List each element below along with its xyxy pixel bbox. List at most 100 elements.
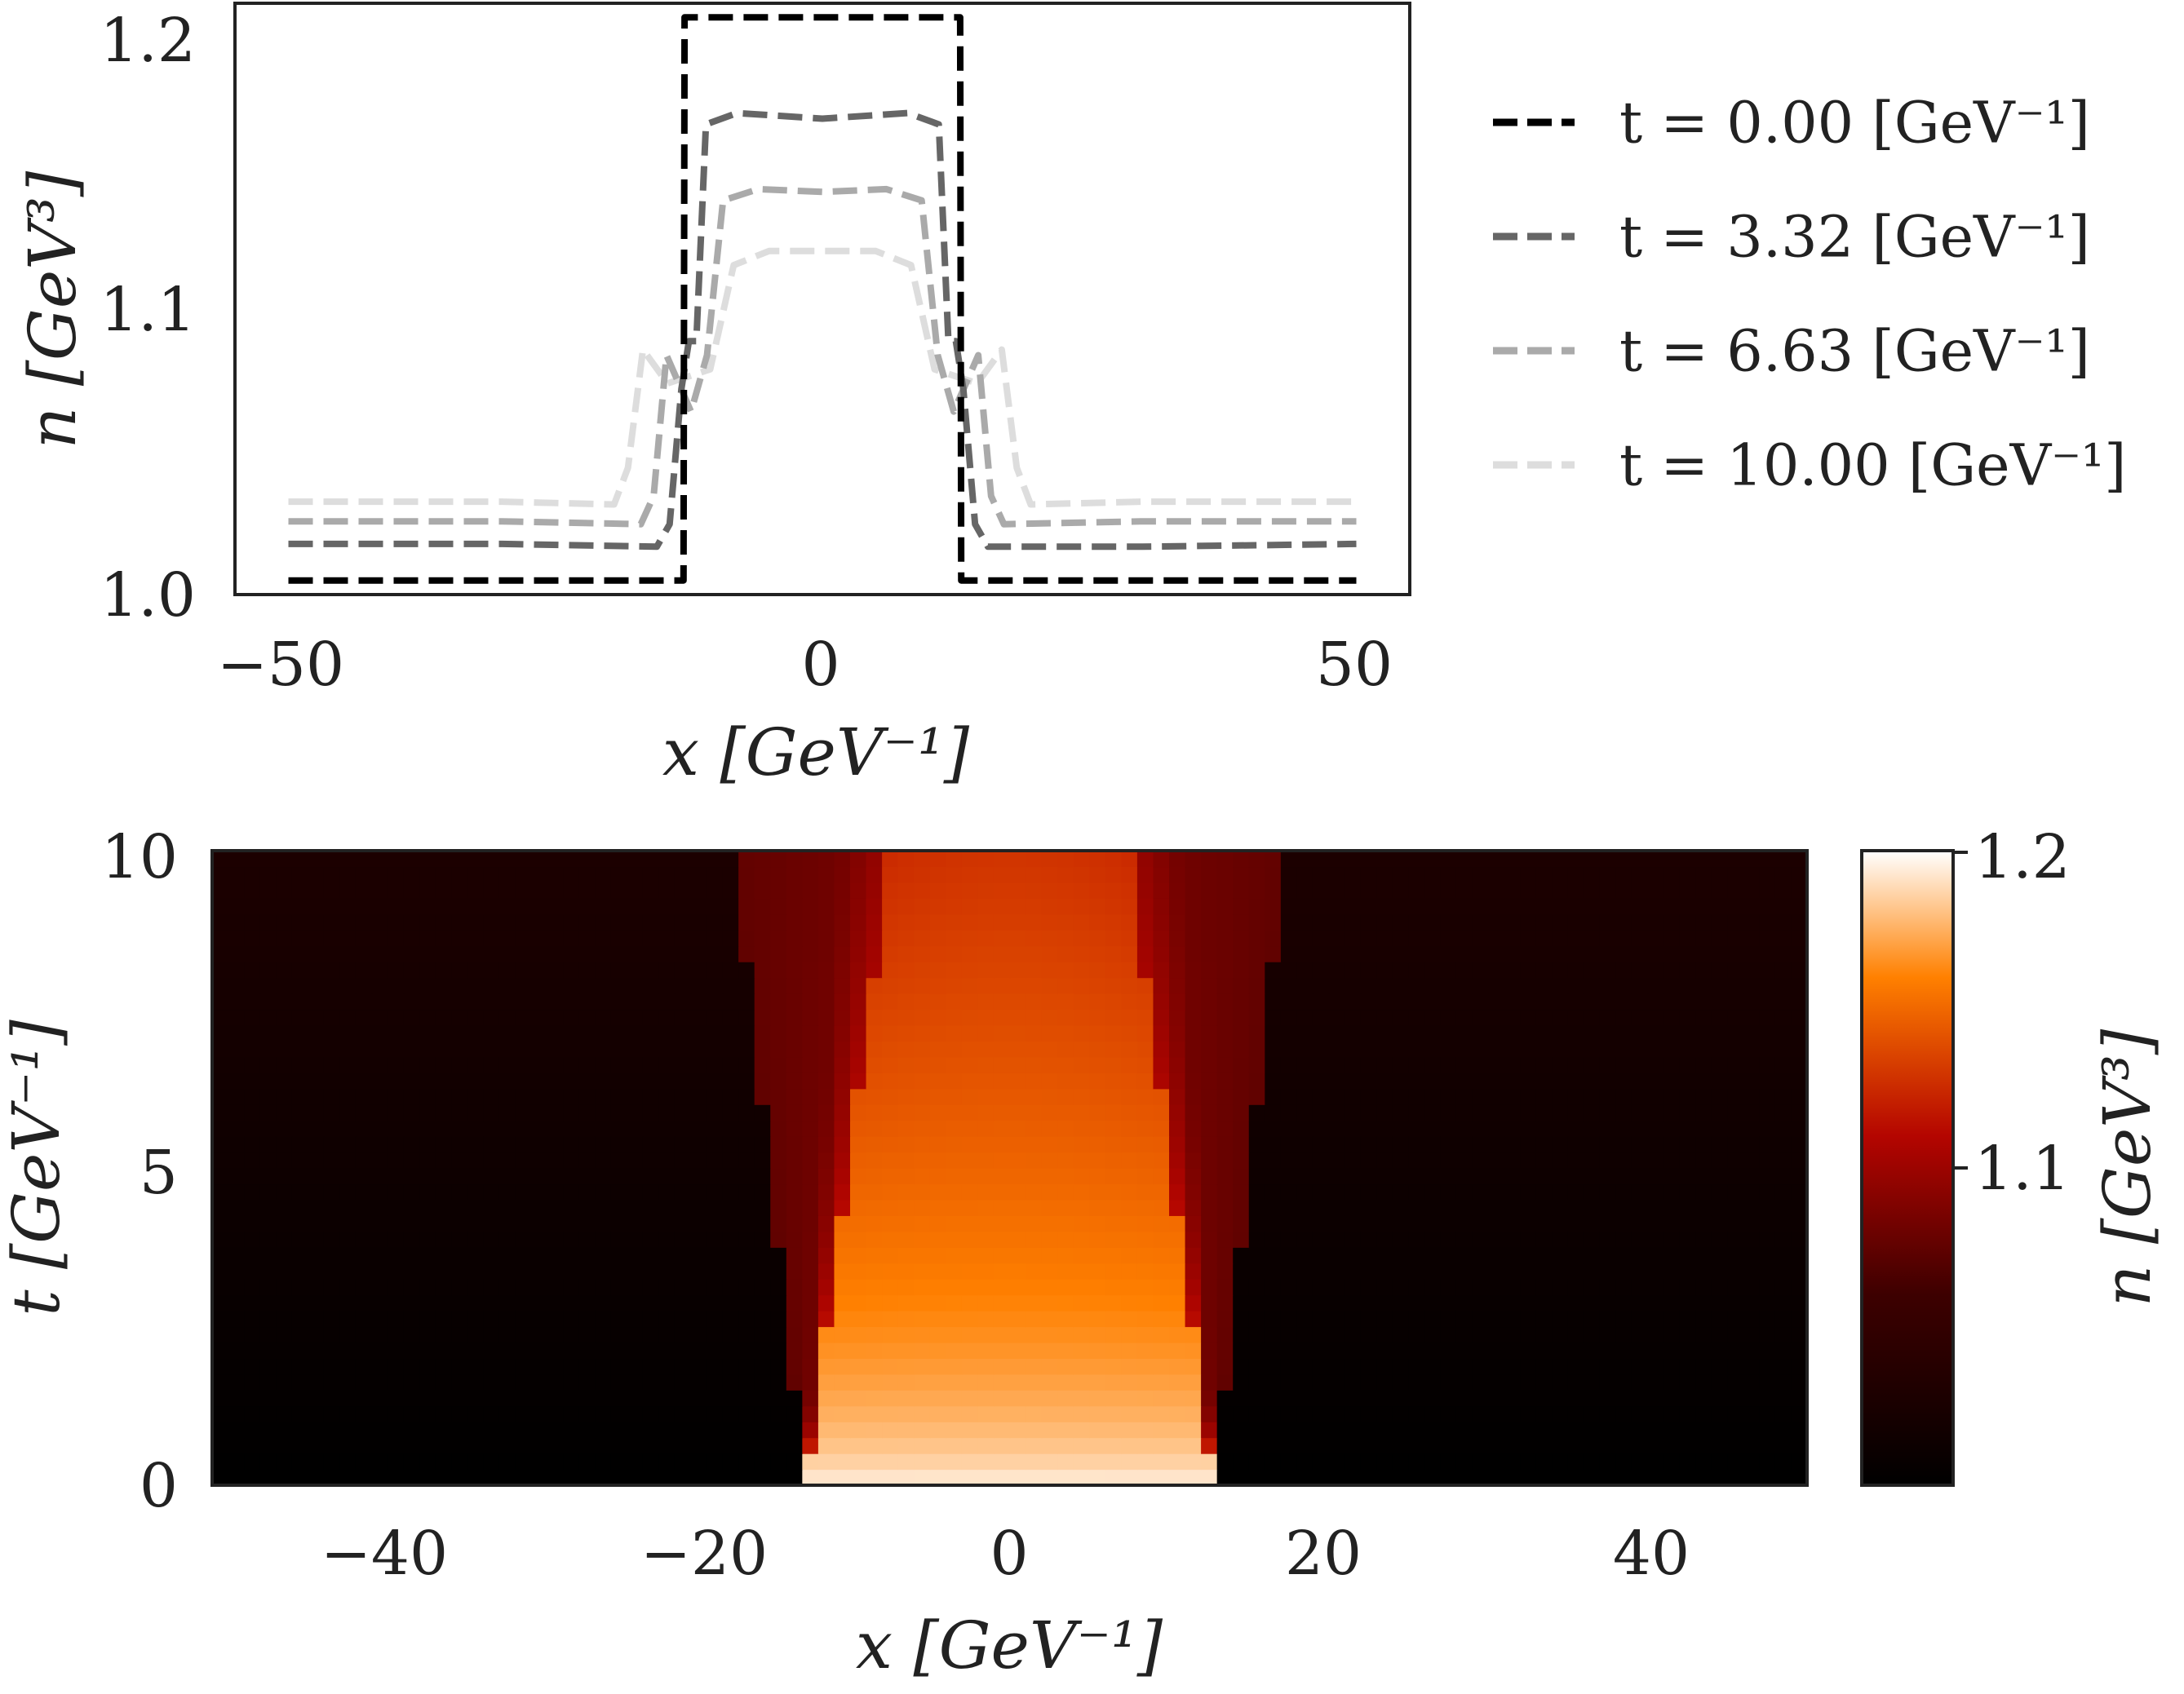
heatmap-cell xyxy=(977,1342,995,1359)
heatmap-cell xyxy=(977,1073,995,1090)
heatmap-cell xyxy=(1584,1437,1601,1454)
heatmap-cell xyxy=(355,1279,373,1296)
heatmap-cell xyxy=(1073,1342,1090,1359)
heatmap-cell xyxy=(308,1199,325,1216)
heatmap-cell xyxy=(276,1453,293,1471)
heatmap-cell xyxy=(738,1120,755,1137)
heatmap-cell xyxy=(642,977,659,994)
heatmap-cell xyxy=(259,930,277,947)
heatmap-cell xyxy=(371,1231,388,1248)
heatmap-cell xyxy=(1169,962,1186,979)
heatmap-cell xyxy=(578,866,596,883)
heatmap-cell xyxy=(642,1294,659,1311)
heatmap-cell xyxy=(308,930,325,947)
heatmap-cell xyxy=(1345,1152,1362,1169)
heatmap-cell xyxy=(308,1279,325,1296)
heatmap-cell xyxy=(1233,1294,1250,1311)
heatmap-cell xyxy=(1663,1215,1681,1232)
heatmap-cell xyxy=(451,930,468,947)
heatmap-cell xyxy=(1296,1311,1314,1328)
heatmap-cell xyxy=(770,898,787,915)
heatmap-cell xyxy=(1233,1390,1250,1407)
heatmap-cell xyxy=(1488,1041,1505,1058)
heatmap-cell xyxy=(1440,1088,1457,1105)
heatmap-cell xyxy=(1392,1311,1409,1328)
heatmap-cell xyxy=(212,851,229,868)
heatmap-cell xyxy=(770,1247,787,1264)
heatmap-cell xyxy=(993,851,1011,868)
heatmap-cell xyxy=(1679,1373,1696,1391)
heatmap-cell xyxy=(291,1437,308,1454)
heatmap-cell xyxy=(674,1088,692,1105)
heatmap-cell xyxy=(1248,1247,1265,1264)
heatmap-cell xyxy=(291,1056,308,1073)
heatmap-cell xyxy=(595,993,612,1011)
heatmap-cell xyxy=(1552,1009,1569,1026)
heatmap-cell xyxy=(1345,882,1362,899)
heatmap-cell xyxy=(1201,866,1218,883)
heatmap-cell xyxy=(1026,1437,1043,1454)
heatmap-cell xyxy=(276,913,293,931)
heatmap-cell xyxy=(1089,1136,1106,1153)
heatmap-cell xyxy=(244,1342,261,1359)
heatmap-cell xyxy=(355,1453,373,1471)
heatmap-cell xyxy=(419,1088,436,1105)
heatmap-cell xyxy=(1711,1342,1728,1359)
heatmap-cell xyxy=(308,1437,325,1454)
heatmap-cell xyxy=(882,898,899,915)
heatmap-cell xyxy=(754,1199,771,1216)
heatmap-cell xyxy=(1759,1120,1776,1137)
heatmap-cell xyxy=(1280,882,1297,899)
heatmap-cell xyxy=(1265,1263,1282,1280)
heatmap-cell xyxy=(515,930,532,947)
heatmap-cell xyxy=(212,1437,229,1454)
heatmap-cell xyxy=(1727,1437,1744,1454)
heatmap-cell xyxy=(1791,1009,1808,1026)
heatmap-cell xyxy=(1265,1453,1282,1471)
heatmap-cell xyxy=(834,1199,851,1216)
heatmap-cell xyxy=(1743,1358,1760,1375)
heatmap-cell xyxy=(1296,1247,1314,1264)
heatmap-cell xyxy=(563,1326,580,1343)
heatmap-cell xyxy=(802,1231,819,1248)
heatmap-cell xyxy=(929,1279,946,1296)
heatmap-cell xyxy=(817,1024,835,1042)
heatmap-cell xyxy=(1615,1024,1632,1042)
heatmap-cell xyxy=(1136,1073,1154,1090)
heatmap-cell xyxy=(1679,1342,1696,1359)
heatmap-cell xyxy=(563,866,580,883)
heatmap-cell xyxy=(1791,866,1808,883)
heatmap-cell xyxy=(1312,1279,1330,1296)
heatmap-cell xyxy=(1121,1469,1138,1486)
heatmap-cell xyxy=(1711,1104,1728,1121)
heatmap-cell xyxy=(1233,1152,1250,1169)
heatmap-cell xyxy=(1774,1326,1792,1343)
heatmap-cell xyxy=(834,993,851,1011)
heatmap-cell xyxy=(993,1215,1011,1232)
heatmap-cell xyxy=(929,1247,946,1264)
heatmap-cell xyxy=(1185,913,1202,931)
heatmap-cell xyxy=(595,851,612,868)
heatmap-cell xyxy=(738,1104,755,1121)
heatmap-cell xyxy=(244,1437,261,1454)
heatmap-cell xyxy=(802,1390,819,1407)
heatmap-cell xyxy=(1089,1390,1106,1407)
heatmap-cell xyxy=(993,1453,1011,1471)
heatmap-cell xyxy=(1201,1073,1218,1090)
heatmap-cell xyxy=(323,1120,340,1137)
heatmap-cell xyxy=(276,1358,293,1375)
heatmap-cell xyxy=(850,1469,867,1486)
heatmap-cell xyxy=(1233,1104,1250,1121)
heatmap-cell xyxy=(276,1342,293,1359)
heatmap-cell xyxy=(1488,1231,1505,1248)
heatmap-cell xyxy=(323,930,340,947)
heatmap-cell xyxy=(228,1041,245,1058)
heatmap-cell xyxy=(1520,1405,1537,1422)
heatmap-cell xyxy=(563,1247,580,1264)
heatmap-cell xyxy=(1328,1168,1345,1185)
heatmap-cell xyxy=(754,1263,771,1280)
heatmap-cell xyxy=(882,1390,899,1407)
heatmap-cell xyxy=(467,962,484,979)
heatmap-cell xyxy=(961,1120,978,1137)
heatmap-cell xyxy=(1408,1390,1425,1407)
